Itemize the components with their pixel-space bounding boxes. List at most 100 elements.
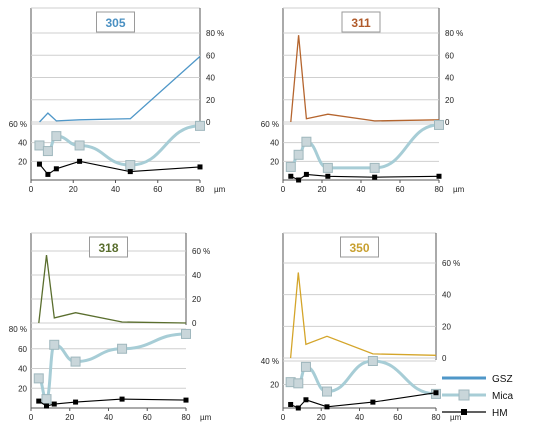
hm-point — [197, 164, 203, 170]
x-tick-label: 80 — [432, 413, 441, 422]
x-unit-label: µm — [214, 185, 226, 194]
x-tick-label: 80 — [182, 413, 191, 422]
hm-point — [296, 177, 302, 183]
mica-series-line — [39, 124, 201, 167]
mica-point — [322, 162, 333, 173]
left-tick-label: 40 % — [261, 357, 279, 366]
left-tick-label: 20 — [18, 384, 27, 393]
gsz-tick-label: 20 — [445, 96, 454, 105]
hm-point — [436, 173, 442, 179]
x-tick-label: 60 — [393, 413, 402, 422]
hm-series-line — [290, 392, 437, 409]
panel-311: 0 20 40 60 80 % 20 40 60 % 0 20 40 60 80 µm 311 — [261, 7, 465, 194]
gsz-tick-label: 80 % — [206, 29, 224, 38]
hm-point — [51, 401, 57, 407]
hm-point — [303, 171, 309, 177]
gsz-series-line — [38, 255, 187, 324]
mica-series-line — [290, 359, 437, 396]
gsz-tick-label: 40 — [445, 74, 454, 83]
gsz-tick-label: 20 — [442, 322, 451, 331]
hm-point — [288, 173, 294, 179]
x-tick-label: 80 — [435, 185, 444, 194]
hm-point — [36, 161, 42, 167]
hm-point — [433, 390, 439, 396]
x-tick-label: 0 — [29, 185, 34, 194]
hm-point — [325, 173, 331, 179]
panel-title-box — [341, 11, 381, 33]
mica-point — [321, 386, 332, 397]
x-unit-label: µm — [200, 413, 212, 422]
x-tick-label: 20 — [69, 185, 78, 194]
gsz-tick-label: 40 — [442, 291, 451, 300]
gsz-tick-label: 0 — [442, 354, 447, 363]
left-tick-label: 20 — [18, 157, 27, 166]
x-tick-label: 40 — [104, 413, 113, 422]
hm-point — [303, 397, 309, 403]
mica-point — [125, 160, 136, 171]
left-tick-label: 40 — [18, 139, 27, 148]
legend-label-hm: HM — [492, 408, 508, 419]
panel-350: 0 20 40 60 % 20 40 % 0 20 40 60 80 µm 350 — [261, 232, 462, 422]
hm-point — [77, 158, 83, 164]
mica-point — [434, 119, 444, 130]
x-tick-label: 40 — [111, 185, 120, 194]
hm-point — [44, 403, 49, 409]
gsz-series-line — [290, 35, 440, 123]
mica-point — [367, 356, 378, 366]
panel-title-box — [89, 236, 128, 258]
gsz-tick-label: 20 — [192, 295, 201, 304]
left-tick-label: 20 — [270, 157, 279, 166]
hm-point — [295, 405, 301, 411]
left-tick-label: 40 — [270, 139, 279, 148]
x-unit-label: µm — [453, 185, 465, 194]
hm-point — [324, 404, 330, 410]
legend: GSZ Mica HM — [442, 374, 514, 419]
legend-mica-marker — [458, 389, 470, 401]
gsz-tick-label: 40 — [206, 74, 215, 83]
hm-point — [183, 397, 189, 403]
mica-point — [301, 136, 312, 147]
hm-point — [45, 171, 51, 177]
hm-point — [53, 166, 59, 172]
x-tick-label: 60 — [396, 185, 405, 194]
panel-title-box — [96, 11, 135, 33]
hm-series-line — [38, 398, 187, 407]
x-tick-label: 0 — [281, 185, 286, 194]
x-tick-label: 60 — [153, 185, 162, 194]
mica-point — [293, 149, 304, 160]
x-tick-label: 60 — [143, 413, 152, 422]
panel-title: 305 — [105, 16, 125, 30]
gsz-tick-label: 60 — [445, 51, 454, 60]
mica-point — [70, 356, 81, 367]
gsz-tick-label: 20 — [206, 96, 215, 105]
x-tick-label: 20 — [318, 185, 327, 194]
gsz-tick-label: 40 — [192, 271, 201, 280]
legend-label-gsz: GSZ — [492, 374, 513, 385]
mica-series-line — [37, 332, 187, 401]
legend-label-mica: Mica — [492, 391, 514, 402]
hm-point — [73, 399, 79, 405]
hm-point — [119, 396, 125, 402]
gsz-tick-label: 60 — [206, 51, 215, 60]
mica-point — [195, 120, 205, 131]
x-tick-label: 80 — [196, 185, 205, 194]
mica-point — [51, 131, 62, 142]
left-tick-label: 40 — [18, 365, 27, 374]
mica-point — [300, 361, 311, 372]
panel-318: 0 20 40 60 % 20 40 60 80 % 0 20 40 60 80 µm 318 — [9, 232, 212, 422]
x-tick-label: 0 — [29, 413, 34, 422]
x-tick-label: 0 — [281, 413, 286, 422]
x-unit-label: µm — [450, 413, 462, 422]
left-tick-label: 80 % — [9, 325, 27, 334]
hm-point — [36, 398, 42, 404]
mica-point — [181, 328, 191, 339]
mica-point — [369, 162, 380, 173]
gsz-tick-label: 0 — [192, 319, 197, 328]
gsz-series-line — [289, 272, 437, 359]
mica-point — [42, 146, 53, 157]
hm-point — [372, 174, 378, 180]
legend-hm-marker — [461, 409, 467, 415]
panel-title: 311 — [351, 16, 371, 30]
panel-title-box — [340, 236, 379, 258]
